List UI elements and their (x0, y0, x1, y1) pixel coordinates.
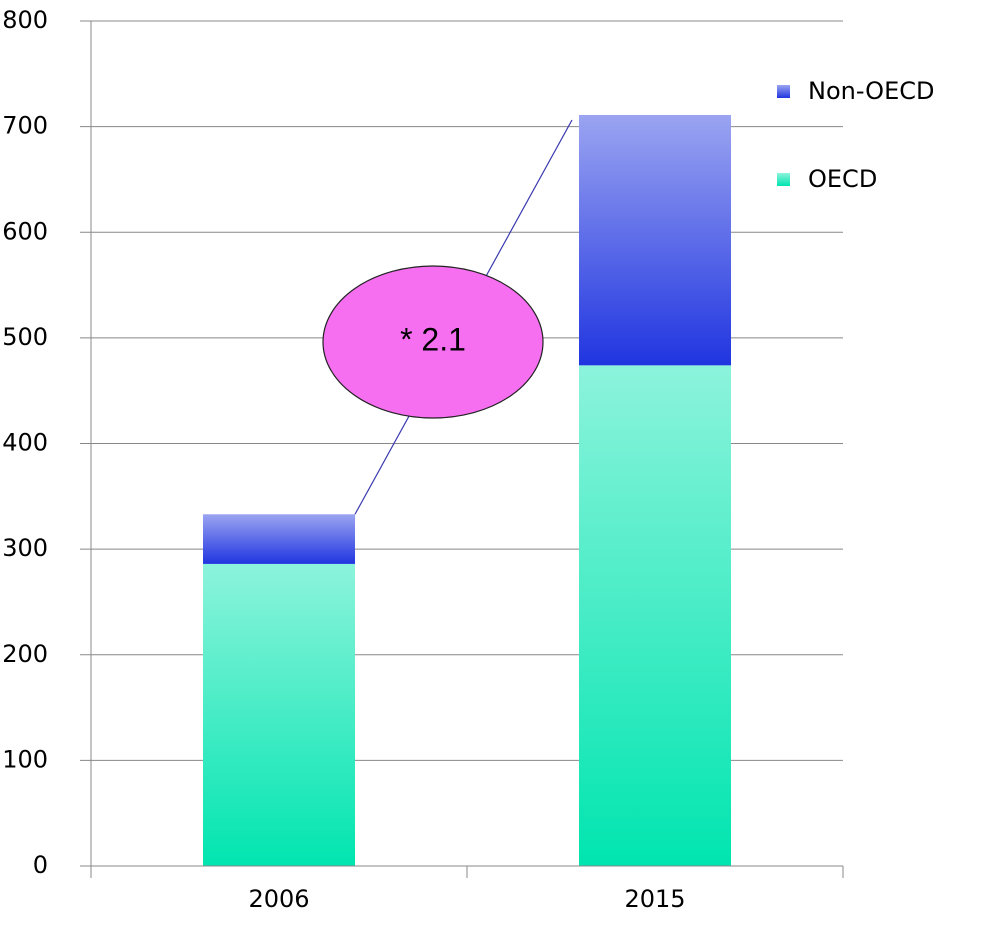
bar (203, 514, 355, 564)
y-tick-label: 100 (2, 745, 48, 773)
bar (579, 115, 731, 366)
legend-label: OECD (808, 165, 877, 193)
annotation: * 2.1 (400, 321, 466, 357)
y-tick-label: 300 (2, 534, 48, 562)
y-tick-label: 400 (2, 429, 48, 457)
legend-swatch (777, 85, 790, 98)
legend-label: Non-OECD (808, 77, 934, 105)
y-tick-label: 600 (2, 217, 48, 245)
x-tick-label: 2015 (624, 885, 685, 913)
y-tick-label: 500 (2, 323, 48, 351)
x-tick-label: 2006 (248, 885, 309, 913)
bar (203, 563, 355, 866)
y-tick-label: 200 (2, 640, 48, 668)
y-tick-label: 800 (2, 6, 48, 34)
legend-swatch (777, 173, 790, 186)
y-tick-label: 700 (2, 112, 48, 140)
y-tick-label: 0 (33, 851, 48, 879)
annotation-bubble (322, 265, 544, 419)
bar (579, 365, 731, 866)
